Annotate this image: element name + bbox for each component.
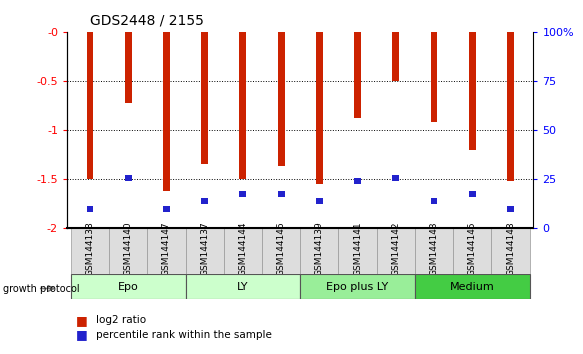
Text: ■: ■	[76, 314, 87, 327]
Bar	[201, 198, 208, 204]
Text: Epo plus LY: Epo plus LY	[326, 282, 389, 292]
Bar	[185, 228, 224, 274]
Bar	[316, 32, 323, 184]
Bar	[469, 32, 476, 150]
Bar	[300, 274, 415, 299]
Bar	[147, 228, 185, 274]
Text: GSM144141: GSM144141	[353, 222, 362, 276]
Bar	[71, 228, 109, 274]
Bar	[125, 32, 132, 103]
Bar	[392, 32, 399, 81]
Text: growth protocol: growth protocol	[3, 284, 79, 293]
Text: GDS2448 / 2155: GDS2448 / 2155	[90, 14, 204, 28]
Text: LY: LY	[237, 282, 249, 292]
Bar	[354, 178, 361, 184]
Text: Epo: Epo	[118, 282, 139, 292]
Text: GSM144148: GSM144148	[506, 222, 515, 276]
Text: GSM144146: GSM144146	[276, 222, 286, 276]
Text: GSM144144: GSM144144	[238, 222, 247, 276]
Bar	[163, 32, 170, 191]
Bar	[469, 191, 476, 197]
Bar	[278, 32, 285, 166]
Bar	[431, 32, 437, 122]
Bar	[224, 228, 262, 274]
Bar	[491, 228, 529, 274]
Text: GSM144147: GSM144147	[162, 222, 171, 276]
Bar	[86, 32, 93, 179]
Bar	[109, 228, 147, 274]
Bar	[125, 175, 132, 181]
Bar	[240, 191, 247, 197]
Text: percentile rank within the sample: percentile rank within the sample	[96, 330, 272, 339]
Text: GSM144142: GSM144142	[391, 222, 401, 276]
Bar	[201, 32, 208, 165]
Bar	[316, 198, 323, 204]
Bar	[453, 228, 491, 274]
Text: GSM144138: GSM144138	[86, 222, 94, 276]
Text: log2 ratio: log2 ratio	[96, 315, 146, 325]
Bar	[86, 206, 93, 212]
Bar	[354, 32, 361, 118]
Bar	[262, 228, 300, 274]
Bar	[278, 191, 285, 197]
Bar	[339, 228, 377, 274]
Bar	[392, 175, 399, 181]
Bar	[185, 274, 300, 299]
Bar	[507, 206, 514, 212]
Bar	[415, 228, 453, 274]
Bar	[240, 32, 247, 179]
Text: GSM144139: GSM144139	[315, 222, 324, 276]
Bar	[507, 32, 514, 181]
Bar	[415, 274, 529, 299]
Text: GSM144140: GSM144140	[124, 222, 133, 276]
Bar	[71, 274, 185, 299]
Text: ■: ■	[76, 328, 87, 341]
Bar	[300, 228, 339, 274]
Bar	[377, 228, 415, 274]
Text: GSM144145: GSM144145	[468, 222, 477, 276]
Bar	[431, 198, 437, 204]
Text: GSM144137: GSM144137	[200, 222, 209, 276]
Bar	[163, 206, 170, 212]
Text: GSM144143: GSM144143	[430, 222, 438, 276]
Text: Medium: Medium	[450, 282, 494, 292]
